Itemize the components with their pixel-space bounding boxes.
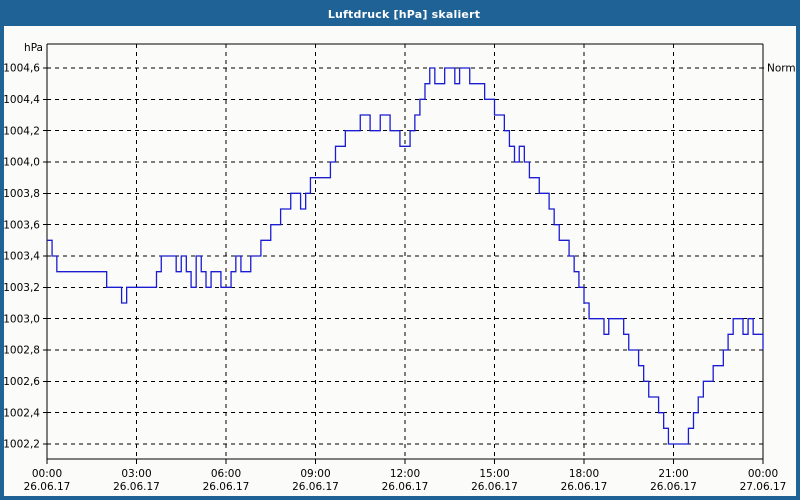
y-tick-label: 1004,6 (3, 63, 40, 75)
y-tick-label: 1003,0 (3, 313, 40, 325)
x-tick-label-date: 26.06.17 (203, 481, 250, 493)
y-axis-unit-label: hPa (24, 42, 43, 54)
series-line-luftdruck (47, 67, 764, 445)
plot-axes (43, 43, 764, 460)
y-tick-label: 1003,8 (3, 188, 40, 200)
y-tick-label: 1003,2 (3, 282, 40, 294)
x-tick-label-time: 03:00 (121, 468, 151, 480)
x-tick-label-time: 18:00 (569, 468, 599, 480)
x-tick-labels: 00:0026.06.1703:0026.06.1706:0026.06.170… (24, 468, 787, 493)
x-tick-label-time: 21:00 (658, 468, 688, 480)
x-tick-label-date: 26.06.17 (561, 481, 608, 493)
x-tick-label-time: 00:00 (748, 468, 778, 480)
x-tick-label-date: 26.06.17 (650, 481, 697, 493)
y-tick-label: 1002,6 (3, 376, 40, 388)
chart-canvas: 1004,6 1004,4 1004,2 1004,0 1003,8 1003,6 1003… (4, 26, 796, 496)
window-title: Luftdruck [hPa] skaliert (4, 4, 796, 26)
y-tick-label: 1002,2 (3, 439, 40, 451)
x-tick-label-time: 12:00 (390, 468, 420, 480)
x-tick-label-time: 06:00 (211, 468, 241, 480)
y-tick-label: 1002,4 (3, 407, 40, 419)
x-tick-marks (46, 459, 764, 464)
y-tick-label: 1004,0 (3, 157, 40, 169)
x-tick-label-date: 26.06.17 (24, 481, 71, 493)
series-layer (47, 67, 764, 445)
x-tick-label-date: 26.06.17 (292, 481, 339, 493)
y-tick-label: 1004,4 (3, 94, 40, 106)
y-tick-label: 1003,4 (3, 251, 40, 263)
y-tick-labels: 1004,6 1004,4 1004,2 1004,0 1003,8 1003,6 1003… (3, 63, 40, 451)
x-tick-label-date: 26.06.17 (471, 481, 518, 493)
y-tick-label: 1004,2 (3, 125, 40, 137)
x-tick-label-time: 09:00 (300, 468, 330, 480)
x-tick-label-date: 26.06.17 (113, 481, 160, 493)
x-tick-label-date: 27.06.17 (740, 481, 787, 493)
x-grid-lines (136, 44, 674, 459)
chart-svg: 1004,6 1004,4 1004,2 1004,0 1003,8 1003,6 1003… (3, 42, 800, 493)
x-tick-label-date: 26.06.17 (382, 481, 429, 493)
x-tick-label-time: 00:00 (32, 468, 62, 480)
x-tick-label-time: 15:00 (479, 468, 509, 480)
y-tick-label: 1002,8 (3, 345, 40, 357)
normal-line-label: Normal (767, 63, 800, 75)
y-tick-label: 1003,6 (3, 219, 40, 231)
